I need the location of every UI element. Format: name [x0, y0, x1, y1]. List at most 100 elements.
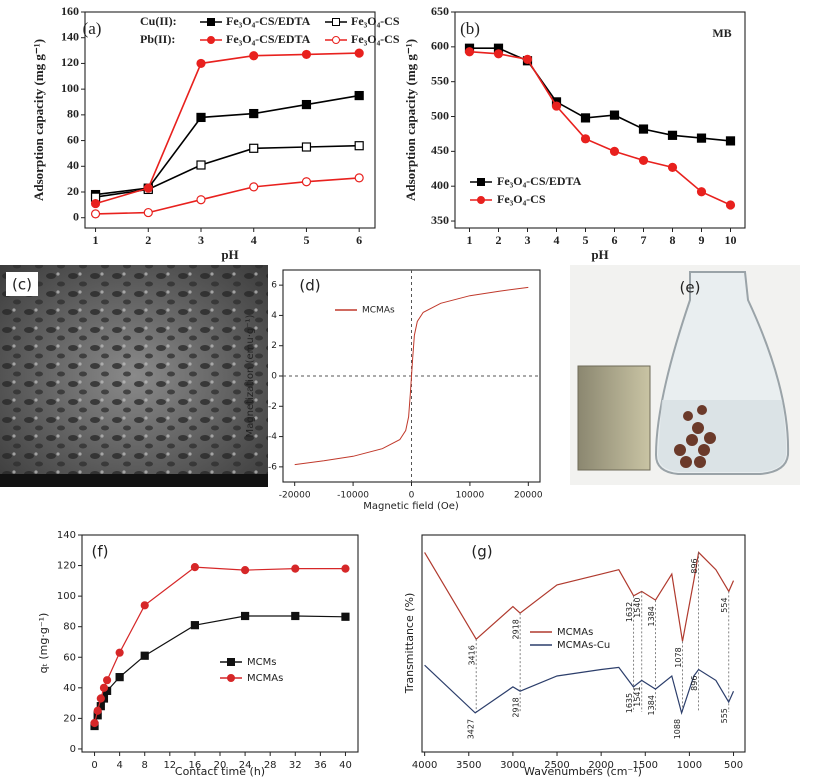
plot-frame [454, 11, 746, 229]
y-tick-label: 650 [431, 4, 449, 18]
y-tick-label: 40 [63, 683, 76, 694]
point [143, 183, 153, 193]
series-line [93, 615, 346, 727]
legend-label: Fe₃O₄-CS/EDTA [226, 32, 311, 46]
x-tick-label: 36 [314, 760, 327, 771]
sem-image: (c) [0, 265, 268, 487]
legend-label: MCMAs [557, 627, 593, 638]
plot-frame [84, 11, 376, 229]
x-tick-label: 0 [409, 491, 415, 501]
peak-label: 896 [690, 676, 699, 691]
y-axis-label: Adsorption capacity (mg g⁻¹) [31, 39, 46, 201]
chart: -20000 -10000 0 10000 20000 -6 -4 -2 0 2 4 6 Magneti… [245, 269, 543, 512]
series-line [95, 94, 360, 196]
point [90, 209, 101, 219]
peak-label: 1384 [647, 695, 656, 715]
y-tick-label: 100 [57, 591, 76, 602]
peak-label: 1540 [633, 597, 642, 617]
x-tick-label: -10000 [337, 491, 369, 501]
plot-frame [421, 534, 746, 753]
point [696, 187, 707, 197]
y-tick-label: 600 [431, 39, 449, 53]
peak-label: 896 [690, 558, 699, 573]
peak-label: 1541 [633, 686, 642, 706]
x-tick-label: 8 [142, 760, 148, 771]
y-tick-label: 2 [271, 341, 277, 351]
point [493, 49, 504, 59]
y-tick-label: 500 [431, 108, 449, 122]
peak-label: 554 [720, 597, 729, 612]
point [580, 113, 591, 123]
y-tick-label: 550 [431, 73, 449, 87]
y-tick-label: 20 [63, 713, 76, 724]
legend-label: Fe₃O₄-CS [351, 32, 400, 46]
point [90, 198, 101, 209]
x-tick-label: 1500 [633, 760, 658, 771]
legend-marker [227, 674, 235, 682]
point [249, 182, 259, 192]
panel-label: (b) [460, 19, 480, 38]
x-tick-label: 4 [251, 233, 257, 247]
legend-group: Cu(II): [140, 14, 177, 28]
y-tick-label: 40 [67, 158, 79, 172]
point [102, 676, 112, 685]
legend-label: Fe₃O₄-CS [351, 14, 400, 28]
point [609, 110, 620, 120]
y-tick-label: 60 [63, 652, 76, 663]
y-tick-label: 80 [63, 622, 76, 633]
x-tick-label: 2500 [544, 760, 569, 771]
series-line [424, 664, 735, 716]
y-axis-label: Adsorption capacity (mg g⁻¹) [403, 39, 418, 201]
point [190, 562, 200, 572]
x-axis-label: pH [591, 247, 608, 262]
point [609, 146, 620, 156]
point [143, 207, 153, 218]
point [696, 133, 707, 143]
peak-label: 555 [720, 708, 729, 723]
y-tick-label: -6 [268, 462, 277, 472]
series-line [469, 47, 731, 142]
y-tick-label: 4 [271, 311, 277, 321]
x-axis-label: Wavenumbers (cm⁻¹) [524, 765, 642, 778]
chart: 1 2 3 4 5 6 7 8 9 10 350 400 450 500 550 600 650 pH Adsorp… [403, 4, 746, 262]
series-line [95, 52, 360, 205]
peak-label: 1632 [625, 602, 634, 622]
x-tick-label: 6 [612, 233, 618, 247]
panel-label: (g) [471, 543, 492, 561]
legend-label: MCMAs [362, 306, 395, 316]
x-tick-label: 500 [724, 760, 743, 771]
legend-group: Pb(II): [140, 32, 175, 46]
x-tick-label: 2 [496, 233, 502, 247]
point [249, 143, 259, 153]
y-tick-label: 80 [67, 107, 79, 121]
point [249, 51, 259, 61]
series-line [294, 286, 529, 466]
y-tick-label: -4 [268, 432, 277, 442]
legend-label: Fe₃O₄-CS/EDTA [226, 14, 311, 28]
y-tick-label: 0 [73, 209, 79, 223]
panel-label: (d) [299, 277, 320, 295]
x-tick-label: 5 [583, 233, 589, 247]
point [301, 177, 312, 187]
y-tick-label: 450 [431, 143, 449, 157]
legend-label: MCMs [247, 657, 276, 668]
point [196, 58, 206, 69]
x-tick-label: 20000 [514, 491, 543, 501]
y-tick-label: 20 [67, 184, 79, 198]
point [667, 130, 678, 140]
y-tick-label: 6 [271, 281, 277, 291]
point [551, 101, 562, 111]
y-tick-label: 160 [61, 4, 79, 18]
point [354, 48, 364, 58]
legend-marker [332, 36, 340, 44]
x-tick-label: 3000 [500, 760, 525, 771]
x-tick-label: 16 [189, 760, 202, 771]
x-tick-label: 4 [116, 760, 122, 771]
panel-label: (c) [12, 276, 32, 294]
y-tick-label: 140 [57, 530, 76, 541]
point [90, 718, 99, 728]
point [249, 108, 259, 119]
point [301, 49, 312, 60]
x-tick-label: 2 [145, 233, 151, 247]
